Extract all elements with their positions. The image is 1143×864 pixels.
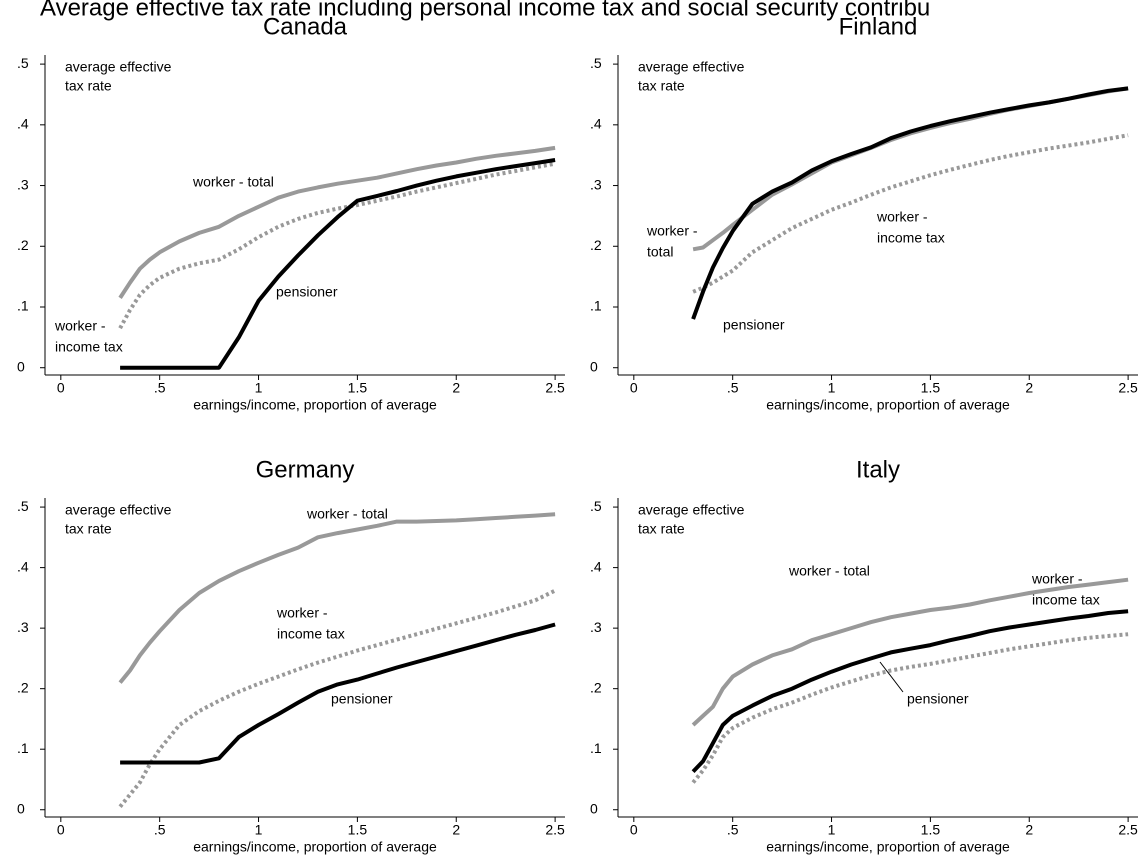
series-label: worker - total (306, 506, 388, 522)
series-line (691, 577, 1129, 727)
series-label: pensioner (331, 691, 393, 707)
x-axis-label: earnings/income, proportion of average (193, 839, 437, 855)
y-tick-label: .1 (17, 298, 29, 314)
y-tick-label: .4 (17, 116, 29, 132)
figure-title: Average effective tax rate including per… (40, 0, 930, 21)
y-tick-label: .3 (17, 619, 29, 635)
x-tick-label: .5 (154, 380, 166, 396)
y-tick-label: 0 (590, 800, 598, 816)
series-label: income tax (277, 626, 345, 642)
series-label: income tax (1032, 592, 1100, 608)
x-tick-label: 1 (828, 380, 836, 396)
series-label: pensioner (723, 317, 785, 333)
series-label: worker - (276, 605, 328, 621)
series-line (120, 158, 556, 370)
y-tick-label: .3 (590, 176, 602, 192)
panel-title: Finland (839, 13, 918, 40)
series-label: pensioner (907, 691, 969, 707)
y-axis-label: tax rate (65, 78, 112, 94)
y-tick-label: .1 (590, 740, 602, 756)
y-axis-label: tax rate (638, 78, 685, 94)
x-axis-label: earnings/income, proportion of average (766, 839, 1010, 855)
y-axis-label: average effective (638, 59, 745, 75)
x-tick-label: 0 (57, 380, 65, 396)
x-tick-label: .5 (727, 822, 739, 838)
x-tick-label: 2 (452, 380, 460, 396)
y-tick-label: .4 (590, 116, 602, 132)
x-tick-label: 0 (630, 380, 638, 396)
series-line (118, 512, 556, 684)
y-axis-label: average effective (65, 502, 172, 518)
x-tick-label: 2.5 (1118, 822, 1138, 838)
x-axis-label: earnings/income, proportion of average (766, 397, 1010, 413)
y-tick-label: .4 (590, 558, 602, 574)
x-tick-label: 2.5 (1118, 380, 1138, 396)
y-tick-label: .2 (590, 237, 602, 253)
series-label: worker - total (192, 174, 274, 190)
panel-title: Germany (256, 456, 355, 483)
y-tick-label: .2 (17, 237, 29, 253)
series-line (691, 86, 1129, 320)
y-tick-label: .1 (17, 740, 29, 756)
y-tick-label: 0 (17, 358, 25, 374)
series-label: worker - (1031, 571, 1083, 587)
y-axis-label: tax rate (638, 521, 685, 537)
x-tick-label: 2.5 (545, 822, 565, 838)
y-tick-label: .3 (17, 176, 29, 192)
x-tick-label: 1 (255, 822, 263, 838)
y-tick-label: .5 (590, 55, 602, 71)
y-axis-label: average effective (638, 502, 745, 518)
y-tick-label: .1 (590, 298, 602, 314)
y-tick-label: 0 (590, 358, 598, 374)
series-label: total (647, 244, 673, 260)
x-tick-label: 0 (57, 822, 65, 838)
series-label: worker - (54, 318, 106, 334)
x-tick-label: 1.5 (921, 380, 941, 396)
x-tick-label: .5 (727, 380, 739, 396)
x-tick-label: 2 (1025, 380, 1033, 396)
x-tick-label: 1 (255, 380, 263, 396)
x-tick-label: 2.5 (545, 380, 565, 396)
series-label: income tax (877, 230, 945, 246)
series-line (691, 632, 1129, 784)
y-axis-label: average effective (65, 59, 172, 75)
y-tick-label: .2 (590, 679, 602, 695)
x-tick-label: 2 (452, 822, 460, 838)
y-tick-label: .5 (17, 498, 29, 514)
y-axis-label: tax rate (65, 521, 112, 537)
series-label: worker - (876, 209, 928, 225)
series-line (118, 145, 556, 299)
x-tick-label: 2 (1025, 822, 1033, 838)
y-tick-label: .5 (590, 498, 602, 514)
panel-title: Italy (856, 456, 900, 483)
series-line (118, 588, 556, 808)
series-line (120, 622, 556, 765)
x-tick-label: 1.5 (348, 380, 368, 396)
y-tick-label: .2 (17, 679, 29, 695)
y-tick-label: .4 (17, 558, 29, 574)
series-line (118, 161, 556, 330)
series-label: worker - total (788, 563, 870, 579)
x-axis-label: earnings/income, proportion of average (193, 397, 437, 413)
y-tick-label: .3 (590, 619, 602, 635)
x-tick-label: 0 (630, 822, 638, 838)
leader-line (879, 661, 904, 693)
x-tick-label: 1.5 (348, 822, 368, 838)
x-tick-label: .5 (154, 822, 166, 838)
series-line (691, 609, 1129, 773)
series-label: income tax (55, 339, 123, 355)
panel-title: Canada (263, 13, 348, 40)
y-tick-label: 0 (17, 800, 25, 816)
series-label: worker - (646, 223, 698, 239)
x-tick-label: 1.5 (921, 822, 941, 838)
series-label: pensioner (276, 284, 338, 300)
series-line (692, 86, 1129, 252)
x-tick-label: 1 (828, 822, 836, 838)
y-tick-label: .5 (17, 55, 29, 71)
